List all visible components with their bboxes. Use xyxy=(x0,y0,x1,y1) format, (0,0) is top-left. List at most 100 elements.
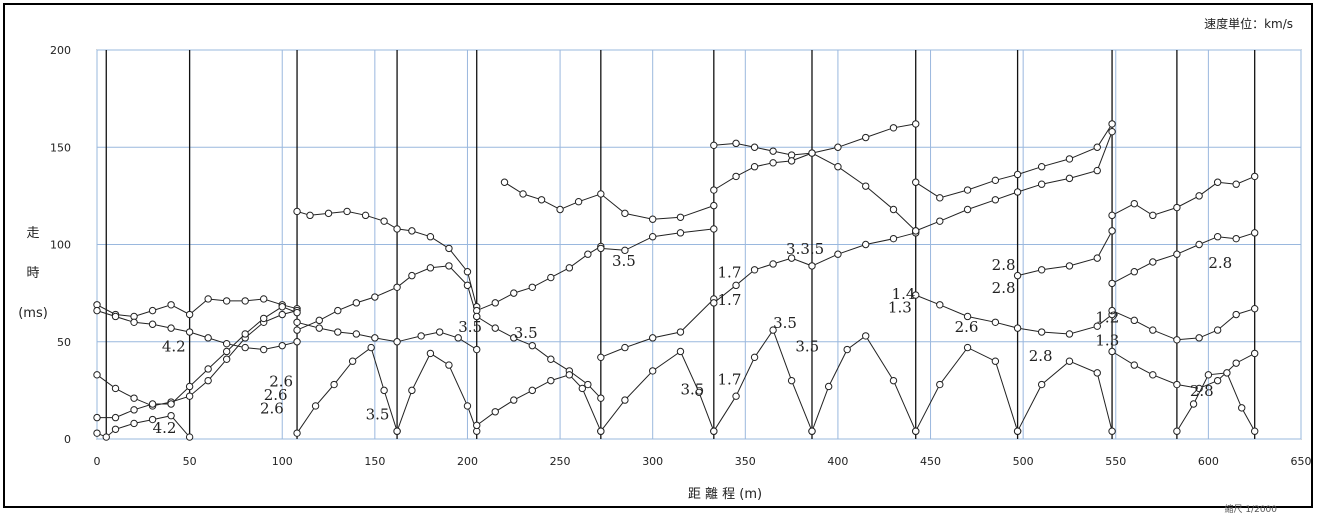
data-point xyxy=(991,318,1000,326)
x-tick-label: 350 xyxy=(735,455,756,468)
data-point xyxy=(621,343,629,352)
data-point xyxy=(393,225,401,233)
data-point xyxy=(991,176,1000,185)
data-point xyxy=(130,406,138,414)
data-point xyxy=(787,376,796,385)
data-point xyxy=(260,295,268,303)
data-point xyxy=(204,334,212,342)
data-point xyxy=(510,289,518,297)
data-point xyxy=(500,178,509,186)
data-point xyxy=(710,201,718,210)
data-point xyxy=(597,244,605,253)
data-point xyxy=(315,316,323,325)
data-point xyxy=(862,182,870,190)
x-tick-label: 400 xyxy=(827,455,848,468)
data-point xyxy=(1232,234,1240,243)
data-point xyxy=(1093,166,1101,175)
data-point xyxy=(732,392,740,400)
data-point xyxy=(695,388,703,397)
data-point xyxy=(93,413,101,422)
data-point xyxy=(260,345,268,354)
data-point xyxy=(167,324,175,332)
data-point xyxy=(1250,172,1259,181)
data-point xyxy=(963,312,972,321)
data-point xyxy=(1037,180,1046,188)
data-point xyxy=(361,211,370,220)
data-point xyxy=(352,299,361,307)
series-line xyxy=(811,335,917,432)
data-point xyxy=(621,209,629,218)
data-point xyxy=(348,357,357,365)
data-point xyxy=(912,291,920,299)
series-line xyxy=(296,265,478,331)
velocity-label: 2.8 xyxy=(1190,382,1214,400)
data-point xyxy=(710,427,718,435)
data-point xyxy=(732,172,740,181)
data-point xyxy=(408,386,416,395)
data-point xyxy=(834,250,842,258)
data-point xyxy=(204,295,212,303)
data-point xyxy=(1108,279,1116,288)
data-point xyxy=(445,262,453,270)
series-line xyxy=(600,298,715,358)
data-point xyxy=(293,326,301,334)
data-point xyxy=(1232,359,1240,367)
y-tick-label: 100 xyxy=(50,239,71,252)
data-point xyxy=(1189,400,1198,408)
x-tick-label: 500 xyxy=(1013,455,1034,468)
x-tick-label: 600 xyxy=(1198,455,1219,468)
velocity-label: 2.6 xyxy=(269,372,293,390)
data-point xyxy=(1013,188,1022,196)
data-point xyxy=(371,293,379,301)
data-point xyxy=(1013,427,1022,435)
series-line xyxy=(600,350,715,432)
data-point xyxy=(769,260,777,268)
travel-time-chart: 4.24.22.62.62.6 3.53.5 3.53.53.51.71.71.73… xyxy=(18,44,1311,502)
data-point xyxy=(1093,322,1101,330)
data-point xyxy=(584,380,592,389)
data-point xyxy=(889,234,898,243)
data-point xyxy=(710,186,718,194)
data-point xyxy=(1130,199,1138,208)
velocity-label: 4.2 xyxy=(162,337,186,355)
data-point xyxy=(278,310,286,319)
data-point xyxy=(710,225,718,233)
velocity-label: 3.5 xyxy=(680,380,704,398)
x-tick-label: 250 xyxy=(550,455,571,468)
data-point xyxy=(621,246,629,255)
data-point xyxy=(648,334,657,342)
data-point xyxy=(380,217,388,225)
data-point xyxy=(463,268,472,276)
data-point xyxy=(1130,316,1138,325)
data-point xyxy=(912,178,920,186)
x-tick-label: 550 xyxy=(1105,455,1126,468)
velocity-label: 3.5 xyxy=(795,337,819,355)
data-point xyxy=(750,163,759,171)
data-point xyxy=(889,124,898,132)
velocity-label: 2.8 xyxy=(1208,254,1232,272)
data-point xyxy=(519,190,527,198)
series-line xyxy=(504,181,714,220)
velocity-label: 2.8 xyxy=(992,279,1016,297)
series-layer xyxy=(93,120,1259,441)
data-point xyxy=(1108,227,1116,235)
data-point xyxy=(130,394,138,402)
velocity-label: 3.5 xyxy=(458,318,482,336)
data-point xyxy=(222,339,231,348)
data-point xyxy=(463,402,472,410)
velocity-labels: 4.24.22.62.62.6 3.53.5 3.53.53.51.71.71.73… xyxy=(153,240,1233,437)
data-point xyxy=(1065,330,1074,338)
data-point xyxy=(1232,180,1240,188)
data-point xyxy=(597,427,605,435)
y-tick-label: 50 xyxy=(57,336,71,349)
data-point xyxy=(912,227,920,235)
data-point xyxy=(1093,143,1101,151)
data-point xyxy=(241,343,249,352)
series-line xyxy=(296,321,477,350)
x-tick-label: 0 xyxy=(94,455,101,468)
data-point xyxy=(834,143,842,151)
data-point xyxy=(445,361,453,369)
series-line xyxy=(713,329,813,432)
data-point xyxy=(537,196,546,204)
data-point xyxy=(1108,120,1116,128)
